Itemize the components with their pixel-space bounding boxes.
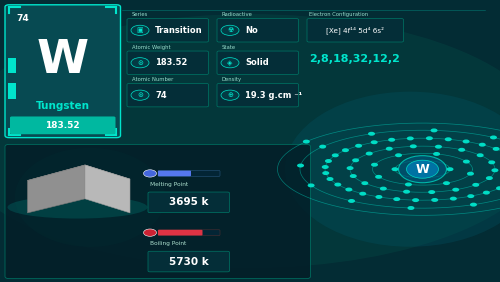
Circle shape (394, 197, 400, 201)
Text: ◈: ◈ (228, 60, 232, 66)
Circle shape (463, 160, 470, 164)
Circle shape (435, 145, 442, 149)
Circle shape (342, 148, 349, 152)
FancyBboxPatch shape (158, 171, 220, 176)
Circle shape (410, 144, 417, 148)
Ellipse shape (15, 148, 165, 247)
Circle shape (131, 25, 149, 35)
Circle shape (346, 166, 354, 170)
FancyBboxPatch shape (217, 19, 298, 42)
FancyBboxPatch shape (148, 251, 230, 272)
FancyBboxPatch shape (8, 83, 16, 99)
Ellipse shape (285, 92, 500, 247)
Circle shape (430, 128, 438, 132)
Text: 183.52: 183.52 (155, 58, 188, 67)
Text: Atomic Weight: Atomic Weight (132, 45, 170, 50)
Text: Atomic Number: Atomic Number (132, 77, 173, 82)
Circle shape (221, 25, 239, 35)
Text: Boiling Point: Boiling Point (150, 241, 186, 246)
FancyBboxPatch shape (158, 171, 191, 176)
Text: Tungsten: Tungsten (36, 101, 90, 111)
Circle shape (332, 153, 339, 157)
Circle shape (350, 174, 357, 178)
FancyBboxPatch shape (217, 83, 298, 107)
Circle shape (221, 58, 239, 68)
Circle shape (450, 197, 457, 201)
Text: Series: Series (132, 12, 148, 17)
Circle shape (392, 167, 398, 171)
Circle shape (297, 164, 304, 168)
FancyBboxPatch shape (5, 5, 120, 138)
Circle shape (303, 140, 310, 144)
Circle shape (326, 177, 334, 181)
Circle shape (446, 167, 454, 171)
Text: ☢: ☢ (227, 27, 233, 33)
Circle shape (380, 187, 387, 191)
FancyBboxPatch shape (8, 58, 16, 73)
Circle shape (308, 184, 314, 188)
FancyBboxPatch shape (127, 51, 208, 74)
Circle shape (492, 147, 500, 151)
FancyBboxPatch shape (10, 116, 116, 134)
Text: Radioactive: Radioactive (222, 12, 252, 17)
Circle shape (348, 199, 355, 203)
Circle shape (370, 140, 378, 144)
Circle shape (346, 188, 352, 191)
Circle shape (486, 176, 493, 180)
Circle shape (492, 168, 498, 172)
Circle shape (483, 191, 490, 195)
Circle shape (467, 172, 474, 176)
FancyBboxPatch shape (158, 230, 202, 235)
Circle shape (468, 194, 474, 198)
Circle shape (221, 90, 239, 100)
Circle shape (490, 135, 497, 139)
FancyBboxPatch shape (127, 83, 208, 107)
Circle shape (371, 163, 378, 167)
Ellipse shape (0, 14, 500, 268)
Circle shape (334, 182, 342, 186)
FancyBboxPatch shape (5, 144, 310, 279)
Polygon shape (28, 165, 85, 213)
Text: Transition: Transition (155, 26, 202, 35)
Text: ⊕: ⊕ (227, 92, 233, 98)
Circle shape (479, 143, 486, 147)
Circle shape (472, 183, 480, 187)
Text: 74: 74 (155, 91, 166, 100)
Circle shape (405, 182, 412, 186)
Text: [Xe] 4f¹⁴ 5d⁴ 6s²: [Xe] 4f¹⁴ 5d⁴ 6s² (326, 27, 384, 34)
FancyBboxPatch shape (127, 19, 208, 42)
Circle shape (368, 132, 375, 136)
Text: 19.3 g.cm ⁻¹: 19.3 g.cm ⁻¹ (245, 91, 302, 100)
Circle shape (144, 229, 156, 236)
Circle shape (322, 165, 328, 169)
Circle shape (144, 170, 156, 177)
Text: ▣: ▣ (136, 27, 143, 33)
Text: State: State (222, 45, 235, 50)
Circle shape (452, 188, 459, 192)
Circle shape (408, 206, 414, 210)
Circle shape (406, 160, 438, 178)
Circle shape (386, 147, 393, 151)
Polygon shape (85, 165, 130, 213)
Circle shape (131, 90, 149, 100)
Circle shape (470, 203, 477, 207)
Text: W: W (416, 163, 430, 176)
Circle shape (359, 192, 366, 196)
Circle shape (426, 136, 433, 140)
Text: W: W (36, 38, 89, 83)
Circle shape (362, 181, 368, 185)
Circle shape (412, 198, 419, 202)
Circle shape (352, 158, 359, 162)
Circle shape (398, 156, 446, 183)
Circle shape (325, 159, 332, 163)
Circle shape (443, 181, 450, 185)
Text: 5730 k: 5730 k (169, 257, 209, 267)
Text: ⊛: ⊛ (137, 92, 143, 98)
Text: 183.52: 183.52 (46, 121, 80, 130)
Text: 3695 k: 3695 k (169, 197, 209, 208)
Text: Density: Density (222, 77, 242, 82)
Circle shape (322, 171, 330, 175)
Text: 74: 74 (16, 14, 29, 23)
Circle shape (319, 145, 326, 149)
